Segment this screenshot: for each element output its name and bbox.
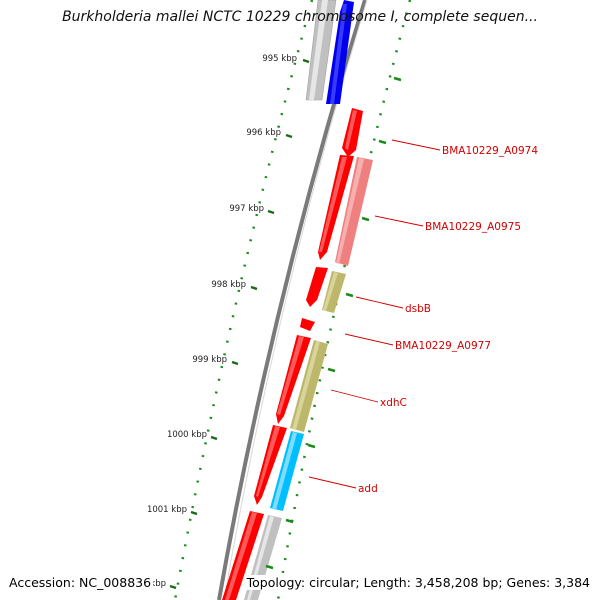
gene-xdhc-red-highlight <box>277 336 304 415</box>
kbp-label-1001: 1001 kbp <box>147 505 187 515</box>
feature-blue-top-highlight <box>330 4 347 104</box>
feature-red-bottom-highlight <box>225 512 257 600</box>
outer-gc-dashes <box>265 76 402 570</box>
gene-label-add: add <box>358 483 378 495</box>
gene-bma10229-a0975-red <box>318 155 354 260</box>
kbp-label-1002-partial: kbp <box>150 579 166 589</box>
gene-label-bma10229-a0977: BMA10229_A0977 <box>395 340 491 352</box>
map-title: Burkholderia mallei NCTC 10229 chromosom… <box>62 9 538 25</box>
gene-add-cyan-highlight <box>272 432 297 510</box>
topology-text: Topology: circular; Length: 3,458,208 bp… <box>244 575 590 590</box>
gene-xdhc-olive-highlight <box>292 341 320 430</box>
kbp-label-999: 999 kbp <box>192 355 227 365</box>
feature-gray-top-highlight <box>309 0 328 100</box>
gene-bma10229-a0975-pink-highlight <box>336 158 364 264</box>
gene-bma10229-a0974-highlight <box>345 110 357 150</box>
kbp-label-995: 995 kbp <box>262 54 297 64</box>
kbp-label-998: 998 kbp <box>211 280 246 290</box>
kbp-label-1000: 1000 kbp <box>167 430 207 440</box>
gene-label-bma10229-a0974: BMA10229_A0974 <box>442 145 538 157</box>
gene-xdhc-red <box>276 335 311 424</box>
gene-label-xdhc: xdhC <box>380 397 407 409</box>
gene-dsbb-red <box>306 267 328 307</box>
gc-track-inner <box>173 0 314 600</box>
kbp-label-997: 997 kbp <box>229 204 264 214</box>
gene-add-red-highlight <box>256 426 280 497</box>
backbone-inner-line <box>223 0 368 600</box>
gene-label-dsbb: dsbB <box>405 303 431 315</box>
kbp-tick-marks <box>169 58 310 590</box>
kbp-label-996: 996 kbp <box>246 128 281 138</box>
accession-text: Accession: NC_008836 <box>9 575 154 590</box>
gene-bma10229-a0975-red-highlight <box>319 157 347 252</box>
gc-track-outer <box>276 0 412 600</box>
gene-dsbb-olive-highlight <box>323 272 338 311</box>
gene-bma10229-a0977 <box>300 318 315 331</box>
gene-label-bma10229-a0975: BMA10229_A0975 <box>425 221 521 233</box>
label-leader-lines <box>308 139 441 489</box>
gene-add-red <box>254 425 287 505</box>
